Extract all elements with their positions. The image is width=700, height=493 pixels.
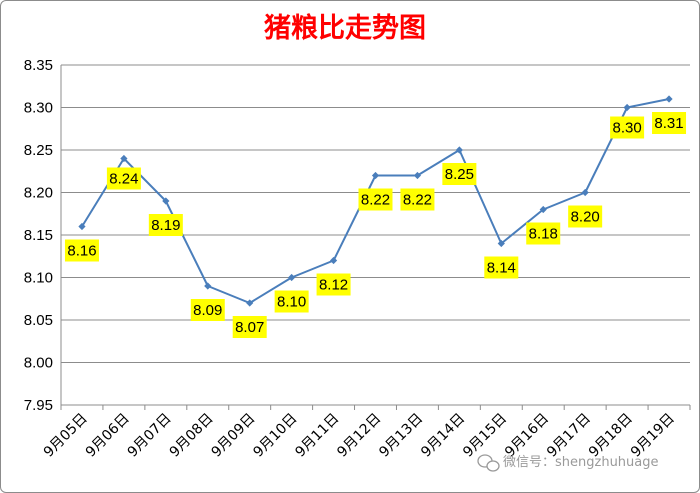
wechat-icon bbox=[477, 454, 500, 472]
y-tick-label: 8.35 bbox=[24, 57, 53, 74]
data-label-box bbox=[526, 222, 561, 245]
data-label: 8.12 bbox=[316, 273, 351, 296]
data-label-text: 8.19 bbox=[151, 217, 180, 234]
data-point bbox=[329, 256, 338, 265]
y-tick-label: 8.25 bbox=[24, 142, 53, 159]
y-tick-label: 8.30 bbox=[24, 100, 53, 117]
data-label-box bbox=[64, 239, 99, 262]
y-tick-label: 8.10 bbox=[24, 270, 53, 287]
data-label: 8.19 bbox=[148, 214, 183, 236]
data-label-text: 8.31 bbox=[654, 115, 683, 132]
data-label: 8.18 bbox=[526, 222, 561, 245]
data-label-text: 8.07 bbox=[235, 319, 264, 336]
data-point bbox=[78, 222, 86, 231]
data-point bbox=[204, 282, 212, 290]
data-point bbox=[623, 103, 631, 112]
data-point bbox=[413, 171, 422, 180]
data-label-layer: 8.16 8.24 8.19 8.09 8.07 8.10 8.12 8.22 8.22 8.25… bbox=[64, 112, 687, 338]
y-tick-label: 8.05 bbox=[24, 312, 53, 329]
data-point bbox=[371, 171, 380, 180]
chart-title: 猪粮比走势图 bbox=[264, 12, 426, 44]
axes bbox=[60, 65, 691, 410]
x-tick-label: 9月19日 bbox=[628, 411, 678, 461]
data-label-box bbox=[358, 188, 393, 211]
data-label-text: 8.24 bbox=[109, 171, 138, 188]
y-tick-label: 8.20 bbox=[24, 185, 53, 202]
watermark: 微信号：shengzhuhuage bbox=[477, 454, 659, 472]
data-label-box bbox=[652, 112, 687, 134]
data-label-box bbox=[610, 116, 645, 139]
data-label: 8.20 bbox=[568, 205, 603, 228]
data-label: 8.22 bbox=[358, 188, 393, 211]
data-label: 8.07 bbox=[232, 316, 267, 338]
x-tick-label: 9月15日 bbox=[460, 411, 510, 461]
y-tick-label: 8.15 bbox=[24, 227, 53, 244]
data-label: 8.16 bbox=[64, 239, 99, 262]
watermark-text: 微信号：shengzhuhuage bbox=[503, 455, 659, 470]
x-tick-label: 9月08日 bbox=[167, 411, 217, 461]
data-label-box bbox=[232, 316, 267, 338]
data-point bbox=[581, 188, 589, 197]
x-tick-label: 9月16日 bbox=[502, 411, 552, 461]
x-tick-labels: 9月05日9月06日9月07日9月08日9月09日9月10日9月11日9月12日… bbox=[41, 411, 678, 461]
data-label: 8.24 bbox=[106, 167, 141, 190]
x-tick-label: 9月10日 bbox=[250, 411, 300, 461]
y-tick-label: 7.95 bbox=[24, 397, 53, 414]
x-tick-label: 9月11日 bbox=[292, 411, 342, 461]
data-label: 8.14 bbox=[484, 256, 519, 279]
data-label-box bbox=[274, 290, 309, 313]
data-label-box bbox=[484, 256, 519, 279]
x-tick-label: 9月17日 bbox=[544, 411, 594, 461]
x-tick-label: 9月18日 bbox=[586, 411, 636, 461]
data-label: 8.10 bbox=[274, 290, 309, 313]
data-point bbox=[120, 154, 128, 163]
data-point bbox=[665, 95, 673, 103]
data-label: 8.25 bbox=[442, 163, 477, 185]
data-label-text: 8.16 bbox=[67, 243, 96, 260]
data-label-text: 8.09 bbox=[193, 302, 222, 319]
x-tick-label: 9月14日 bbox=[418, 411, 468, 461]
x-tick-label: 9月09日 bbox=[209, 411, 259, 461]
x-tick-label: 9月07日 bbox=[125, 411, 175, 461]
y-tick-labels: 7.95 8.00 8.05 8.10 8.15 8.20 8.25 8.30 8.35 bbox=[24, 57, 53, 414]
data-label-box bbox=[190, 299, 225, 321]
data-label-text: 8.18 bbox=[529, 226, 558, 243]
data-label-text: 8.12 bbox=[319, 277, 348, 294]
data-label-box bbox=[568, 205, 603, 228]
data-point bbox=[455, 146, 463, 154]
data-label-text: 8.20 bbox=[571, 209, 600, 226]
data-label: 8.09 bbox=[190, 299, 225, 321]
data-label-text: 8.10 bbox=[277, 294, 306, 311]
data-label-box bbox=[106, 167, 141, 190]
data-label-box bbox=[400, 188, 435, 211]
data-label-text: 8.22 bbox=[361, 192, 390, 209]
x-tick-label: 9月13日 bbox=[376, 411, 426, 461]
data-label-box bbox=[148, 214, 183, 236]
data-label-box bbox=[442, 163, 477, 185]
data-label: 8.30 bbox=[610, 116, 645, 139]
data-point bbox=[497, 239, 505, 248]
data-point bbox=[246, 299, 254, 307]
data-point bbox=[288, 273, 296, 282]
data-label-text: 8.30 bbox=[612, 120, 641, 137]
data-label-text: 8.22 bbox=[403, 192, 432, 209]
data-point bbox=[539, 205, 547, 214]
data-point bbox=[162, 197, 170, 205]
data-label-text: 8.14 bbox=[487, 260, 516, 277]
data-label-text: 8.25 bbox=[445, 166, 474, 183]
data-label: 8.31 bbox=[652, 112, 687, 134]
data-label-box bbox=[316, 273, 351, 296]
x-tick-label: 9月05日 bbox=[41, 411, 91, 461]
x-tick-label: 9月12日 bbox=[334, 411, 384, 461]
data-label: 8.22 bbox=[400, 188, 435, 211]
y-tick-label: 8.00 bbox=[24, 355, 53, 372]
x-tick-label: 9月06日 bbox=[83, 411, 133, 461]
